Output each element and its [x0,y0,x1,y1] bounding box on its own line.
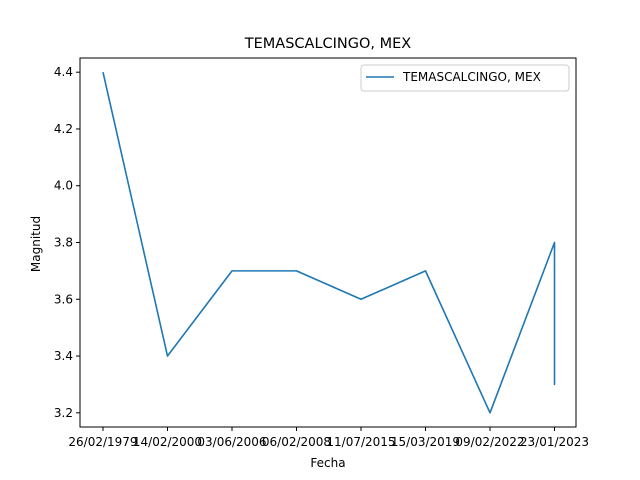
x-tick-label: 15/03/2019 [391,435,460,449]
y-tick-label: 4.2 [54,122,73,136]
x-tick-label: 26/02/1979 [68,435,137,449]
x-tick-label: 03/06/2006 [197,435,266,449]
y-tick-label: 4.0 [54,179,73,193]
y-tick-label: 3.6 [54,292,73,306]
plot-frame [79,57,577,428]
x-tick-label: 09/02/2022 [455,435,524,449]
legend: TEMASCALCINGO, MEX [360,64,570,92]
chart-marks: 26/02/197914/02/200003/06/200606/02/2008… [54,65,589,449]
x-tick-label: 06/02/2008 [262,435,331,449]
chart-title: TEMASCALCINGO, MEX [244,36,412,52]
x-tick-label: 11/07/2015 [326,435,395,449]
x-tick-label: 23/01/2023 [520,435,589,449]
y-tick-label: 3.2 [54,406,73,420]
y-tick-label: 4.4 [54,65,73,79]
x-tick-label: 14/02/2000 [133,435,202,449]
y-axis-title: Magnitud [29,216,43,272]
y-tick-label: 3.4 [54,349,73,363]
y-tick-label: 3.8 [54,236,73,250]
legend-box [360,64,570,92]
series-line [102,72,556,414]
legend-label: TEMASCALCINGO, MEX [402,70,541,84]
x-axis-title: Fecha [310,456,345,470]
